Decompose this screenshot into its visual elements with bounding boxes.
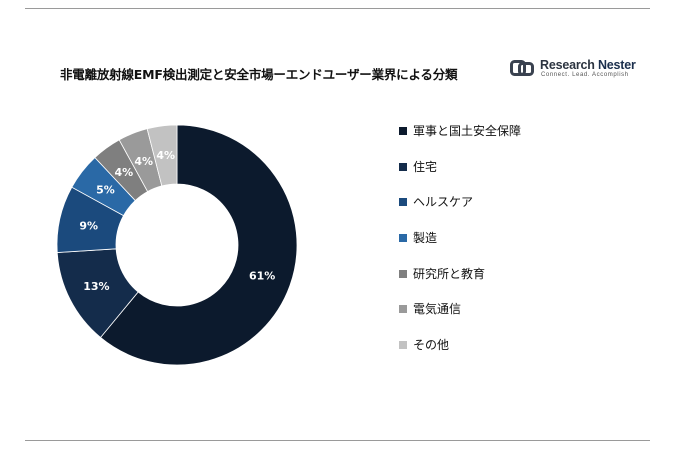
data-label: 4% (156, 149, 175, 162)
legend-label: 住宅 (413, 159, 438, 174)
legend-label: 軍事と国土安全保障 (413, 124, 522, 138)
data-label: 13% (83, 280, 109, 293)
top-divider (25, 8, 650, 9)
data-label: 9% (79, 219, 98, 232)
legend-label: その他 (413, 338, 450, 353)
logo-text: Research Nester (540, 58, 636, 72)
logo-tagline: Connect. Lead. Accomplish (541, 72, 629, 78)
legend-swatch (399, 269, 407, 278)
legend-label: 製造 (413, 231, 438, 246)
data-label: 4% (134, 155, 153, 168)
legend-swatch (399, 234, 407, 243)
logo-icon (510, 60, 534, 76)
legend-label: ヘルスケア (413, 195, 474, 210)
donut-slice (146, 124, 178, 187)
legend-swatch (399, 127, 407, 135)
legend-swatch (399, 162, 407, 171)
chart-title: 非電離放射線EMF検出測定と安全市場ーエンドユーザー業界による分類 (60, 67, 458, 82)
legend-label: 研究所と教育 (413, 266, 486, 281)
donut-slice (99, 124, 298, 366)
data-label: 4% (114, 166, 133, 179)
legend-swatch (399, 305, 407, 314)
data-label: 5% (96, 184, 115, 197)
legend-swatch (399, 198, 407, 207)
data-label: 61% (249, 270, 275, 283)
legend-swatch (399, 341, 407, 350)
legend-label: 電気通信 (413, 302, 462, 317)
bottom-divider (25, 440, 650, 441)
